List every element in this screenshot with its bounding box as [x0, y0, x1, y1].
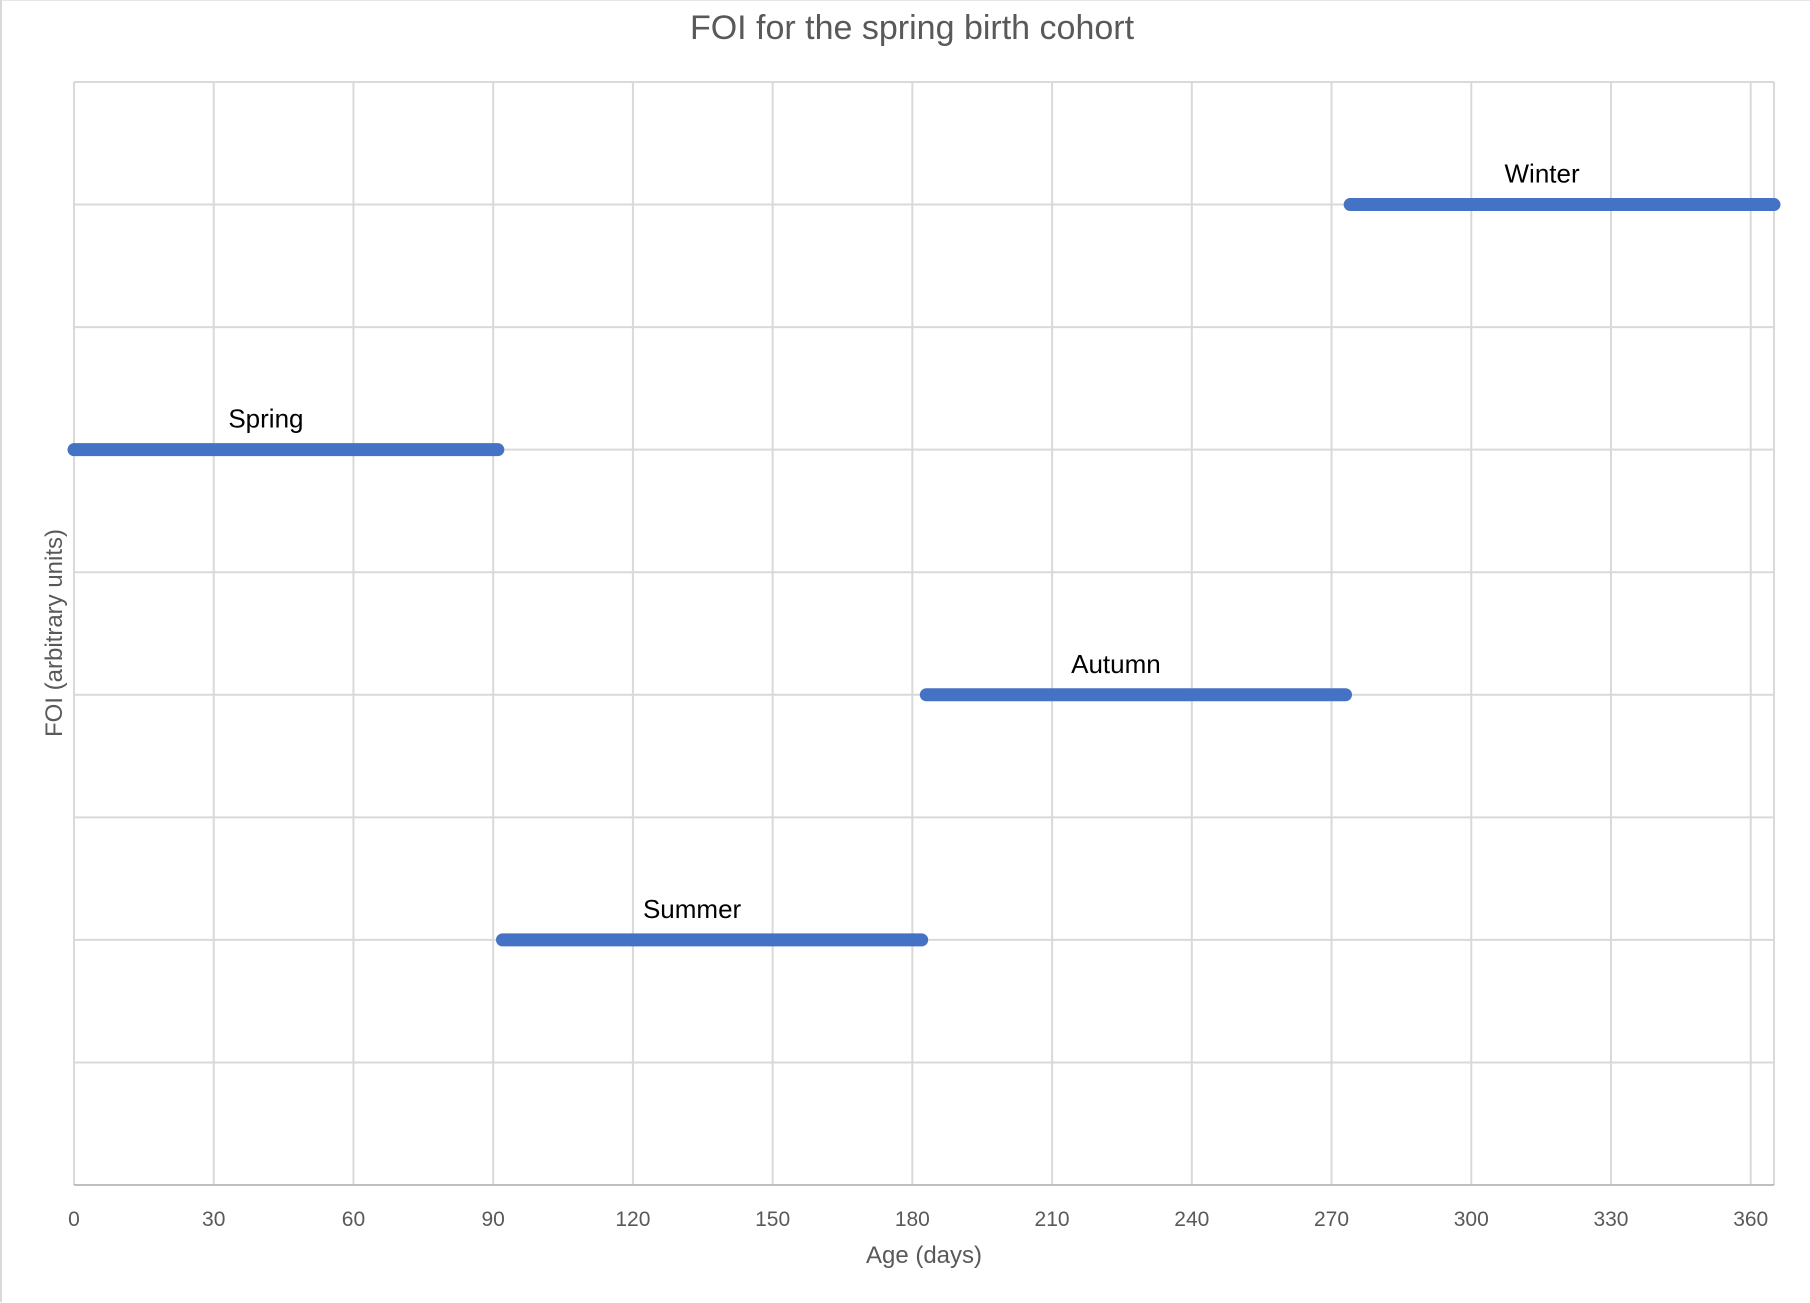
x-tick-label-330: 330 — [1593, 1208, 1628, 1231]
x-tick-label-300: 300 — [1454, 1208, 1489, 1231]
y-axis-title: FOI (arbitrary units) — [41, 529, 68, 737]
series-label-spring: Spring — [228, 404, 303, 434]
x-tick-label-150: 150 — [755, 1208, 790, 1231]
x-tick-label-0: 0 — [68, 1208, 80, 1231]
gridlines — [73, 81, 1775, 1186]
series-label-summer: Summer — [643, 894, 742, 924]
x-tick-label-180: 180 — [895, 1208, 930, 1231]
x-tick-label-120: 120 — [615, 1208, 650, 1231]
x-tick-label-240: 240 — [1174, 1208, 1209, 1231]
series-label-winter: Winter — [1505, 159, 1580, 189]
x-tick-label-30: 30 — [202, 1208, 225, 1231]
x-axis-title: Age (days) — [866, 1242, 982, 1269]
x-tick-label-270: 270 — [1314, 1208, 1349, 1231]
x-tick-label-360: 360 — [1733, 1208, 1768, 1231]
series-layer — [67, 198, 1781, 947]
chart-title: FOI for the spring birth cohort — [690, 9, 1135, 47]
label-layer: 0 30 60 90 120 150 180 210 240 270 300 330 360 Spring… — [68, 159, 1768, 1231]
x-tick-label-210: 210 — [1035, 1208, 1070, 1231]
series-label-autumn: Autumn — [1071, 649, 1161, 679]
x-tick-label-90: 90 — [481, 1208, 504, 1231]
x-tick-label-60: 60 — [342, 1208, 365, 1231]
